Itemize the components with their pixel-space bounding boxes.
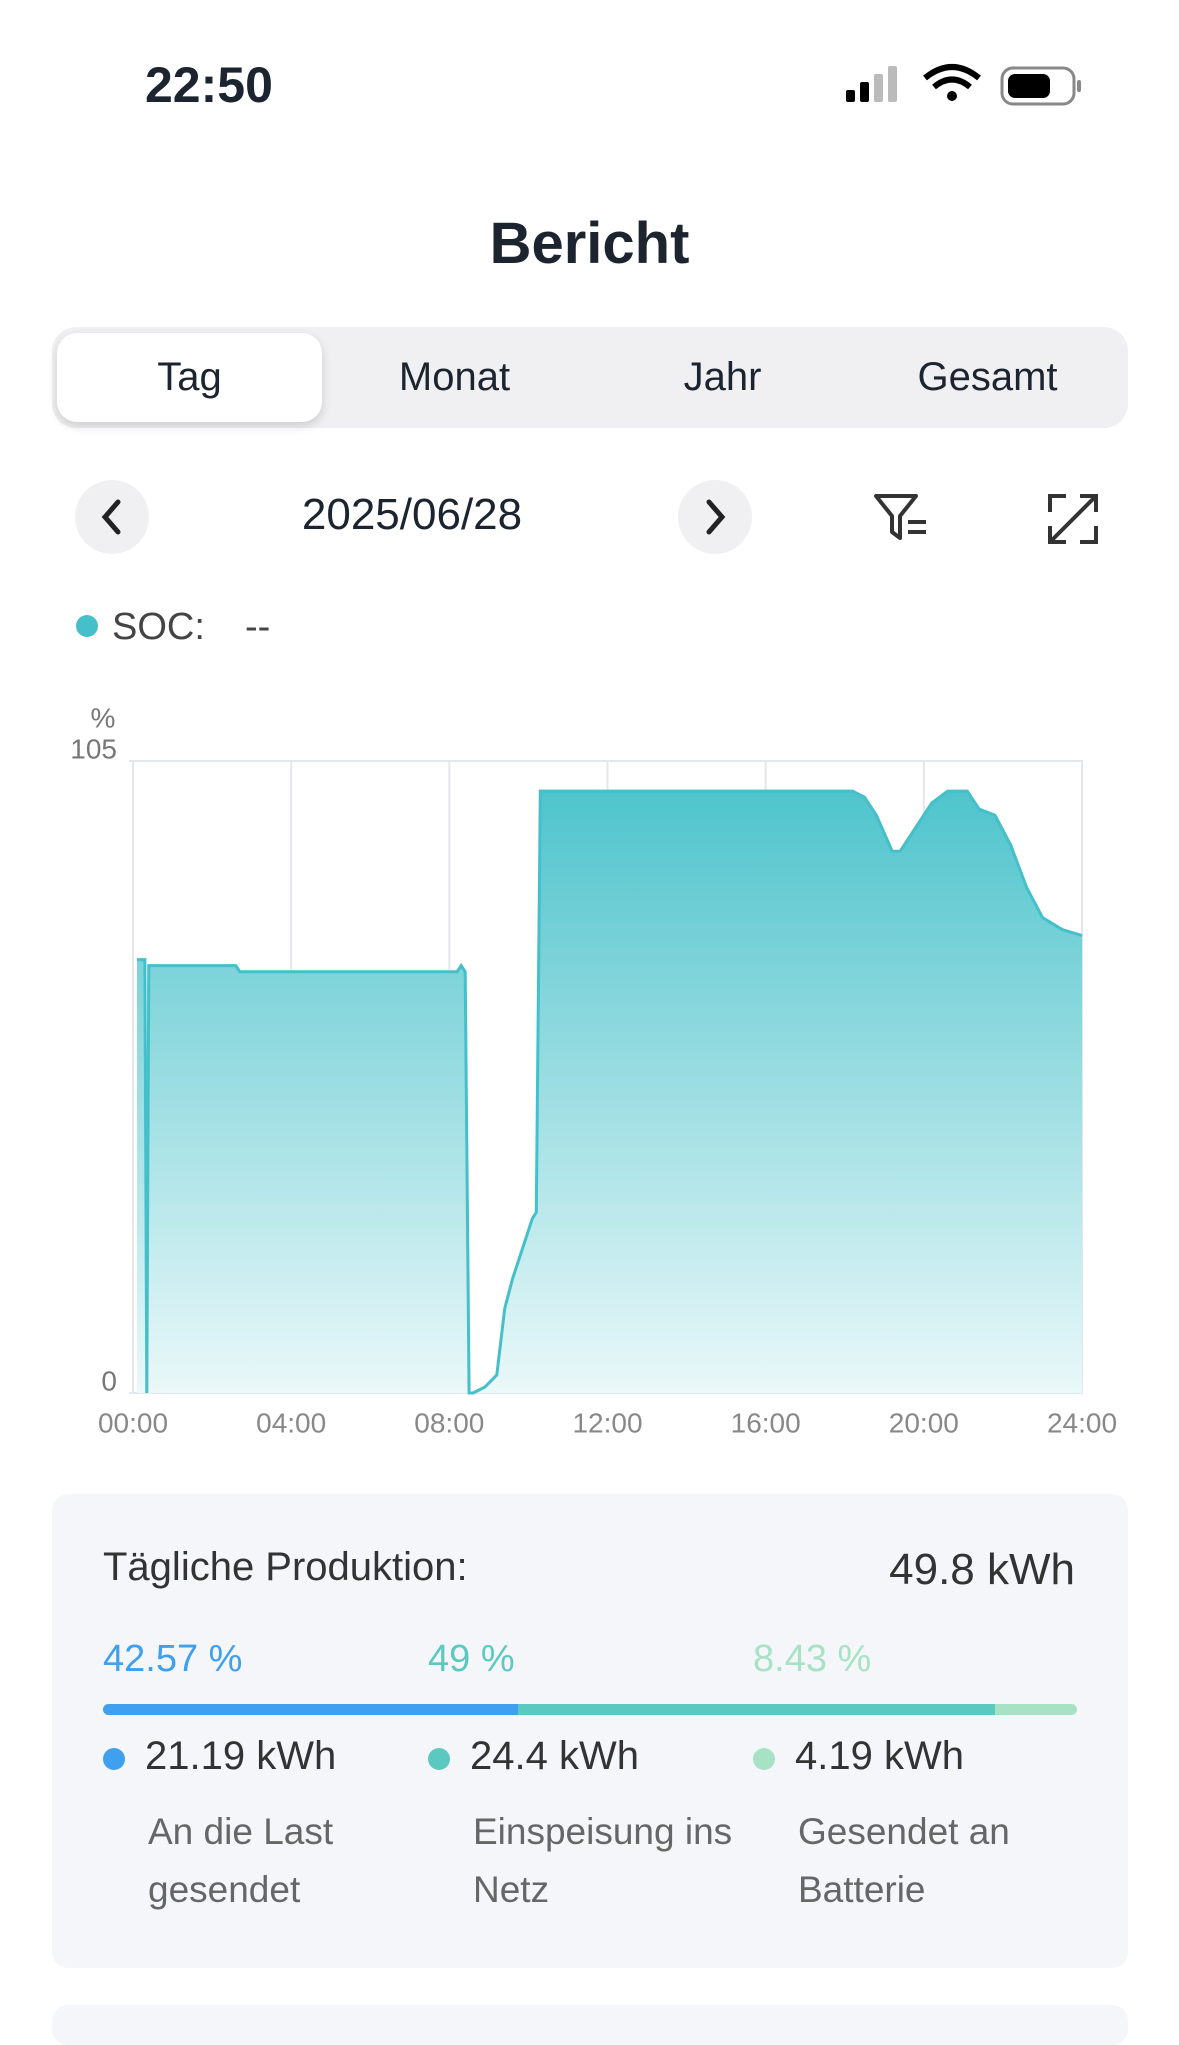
x-tick-label: 08:00 xyxy=(414,1407,484,1438)
page-title: Bericht xyxy=(489,211,690,276)
status-icons xyxy=(846,64,1081,106)
tab[interactable]: Gesamt xyxy=(917,355,1058,399)
energy-value: 4.19 kWh xyxy=(795,1734,964,1778)
summary-card xyxy=(52,1494,1128,1968)
energy-value: 24.4 kWh xyxy=(470,1734,639,1778)
legend-value: -- xyxy=(245,606,271,648)
summary-total: 49.8 kWh xyxy=(889,1545,1075,1594)
status-time: 22:50 xyxy=(145,57,273,113)
y-tick-label: 0 xyxy=(101,1365,117,1396)
legend-dot xyxy=(103,1748,125,1770)
date-label: 2025/06/28 xyxy=(301,490,523,539)
energy-description: Gesendet an Batterie xyxy=(798,1811,1010,1910)
tab[interactable]: Monat xyxy=(398,355,511,399)
percent-label: 42.57 % xyxy=(103,1638,243,1680)
x-tick-label: 16:00 xyxy=(731,1407,801,1438)
x-tick-label: 12:00 xyxy=(572,1407,642,1438)
energy-value: 21.19 kWh xyxy=(145,1734,337,1778)
x-tick-label: 04:00 xyxy=(256,1407,326,1438)
legend-dot xyxy=(76,615,98,637)
summary-title: Tägliche Produktion: xyxy=(103,1545,468,1589)
legend-label: SOC: xyxy=(112,606,205,648)
prev-button[interactable] xyxy=(75,480,149,554)
x-tick-label: 24:00 xyxy=(1047,1407,1117,1438)
share-bar xyxy=(994,1704,1077,1715)
x-tick-label: 20:00 xyxy=(889,1407,959,1438)
next-button[interactable] xyxy=(678,480,752,554)
energy-description: An die Last gesendet xyxy=(148,1811,334,1910)
legend-dot xyxy=(753,1748,775,1770)
percent-label: 8.43 % xyxy=(753,1638,872,1680)
energy-description: Einspeisung ins Netz xyxy=(473,1811,733,1910)
percent-label: 49 % xyxy=(428,1638,515,1680)
y-tick-label: 105 xyxy=(70,733,117,764)
soc-line xyxy=(137,789,1083,1395)
tab[interactable]: Jahr xyxy=(683,355,762,399)
expand-button[interactable] xyxy=(1046,492,1100,546)
x-tick-label: 00:00 xyxy=(98,1407,168,1438)
legend-dot xyxy=(428,1748,450,1770)
share-bar xyxy=(517,1704,995,1715)
tab[interactable]: Tag xyxy=(157,355,222,399)
filter-button[interactable] xyxy=(872,490,932,546)
active-tab-bg xyxy=(57,333,322,422)
chart: % 00:00 04:00 08:00 12:00 16:00 20:00 24:00 0 10… xyxy=(70,702,1117,1438)
share-bar xyxy=(103,1704,518,1715)
area-fill xyxy=(136,791,1082,1393)
y-axis-label: % xyxy=(91,702,116,733)
next-card xyxy=(52,2005,1128,2045)
